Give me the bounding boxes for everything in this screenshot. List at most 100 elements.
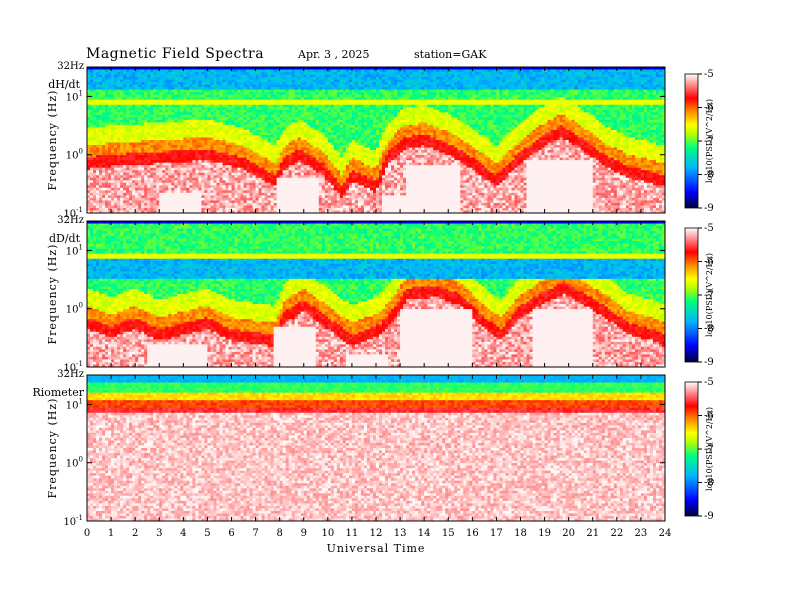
heatmap-cell [150,115,153,118]
heatmap-cell [238,160,241,163]
heatmap-cell [156,95,159,98]
heatmap-cell [168,185,171,188]
heatmap-cell [159,173,162,176]
heatmap-cell [298,115,301,118]
heatmap-cell [156,180,159,183]
heatmap-cell [198,132,201,135]
heatmap-cell [210,72,213,75]
heatmap-cell [168,183,171,186]
heatmap-cell [189,145,192,148]
heatmap-cell [219,140,222,143]
heatmap-cell [138,75,141,78]
heatmap-cell [108,82,111,85]
heatmap-cell [93,100,96,103]
heatmap-cell [253,100,256,103]
heatmap-cell [93,163,96,166]
heatmap-cell [147,115,150,118]
heatmap-cell [96,105,99,108]
heatmap-cell [150,122,153,125]
heatmap-cell [177,145,180,148]
heatmap-cell [216,110,219,113]
heatmap-cell [153,168,156,171]
heatmap-cell [207,90,210,93]
heatmap-cell [301,163,304,166]
heatmap-cell [129,80,132,83]
heatmap-cell [168,72,171,75]
heatmap-cell [286,135,289,138]
heatmap-cell [195,82,198,85]
heatmap-cell [177,87,180,90]
heatmap-cell [235,97,238,100]
heatmap-cell [222,87,225,90]
heatmap-cell [292,175,295,178]
heatmap-cell [277,163,280,166]
heatmap-cell [235,92,238,95]
heatmap-cell [111,190,114,193]
heatmap-cell [235,132,238,135]
heatmap-cell [159,115,162,118]
heatmap-cell [105,170,108,173]
heatmap-cell [235,115,238,118]
heatmap-cell [253,75,256,78]
heatmap-cell [165,173,168,176]
heatmap-cell [256,190,259,193]
heatmap-cell [204,77,207,80]
heatmap-cell [274,80,277,83]
heatmap-cell [111,122,114,125]
heatmap-cell [238,170,241,173]
heatmap-cell [165,130,168,133]
heatmap-cell [87,117,90,120]
heatmap-cell [292,95,295,98]
heatmap-cell [102,70,105,73]
heatmap-cell [280,110,283,113]
heatmap-cell [274,112,277,115]
heatmap-cell [271,82,274,85]
heatmap-cell [219,183,222,186]
heatmap-cell [117,155,120,158]
heatmap-cell [117,203,120,206]
heatmap-cell [201,70,204,73]
heatmap-cell [244,102,247,105]
heatmap-cell [241,72,244,75]
heatmap-cell [256,135,259,138]
heatmap-cell [162,95,165,98]
heatmap-cell [132,115,135,118]
heatmap-cell [126,183,129,186]
heatmap-cell [189,195,192,198]
heatmap-cell [138,102,141,105]
heatmap-cell [129,168,132,171]
heatmap-cell [219,72,222,75]
heatmap-cell [153,95,156,98]
heatmap-cell [93,82,96,85]
heatmap-cell [195,200,198,203]
heatmap-cell [280,158,283,161]
heatmap-cell [96,200,99,203]
heatmap-cell [235,90,238,93]
heatmap-cell [102,120,105,123]
heatmap-cell [298,140,301,143]
heatmap-cell [129,163,132,166]
heatmap-cell [102,193,105,196]
heatmap-cell [189,190,192,193]
heatmap-cell [105,102,108,105]
heatmap-cell [216,107,219,110]
heatmap-cell [195,90,198,93]
heatmap-cell [90,173,93,176]
heatmap-cell [99,168,102,171]
heatmap-cell [147,90,150,93]
heatmap-cell [102,195,105,198]
heatmap-cell [96,117,99,120]
heatmap-cell [171,70,174,73]
heatmap-cell [232,185,235,188]
heatmap-cell [144,87,147,90]
heatmap-cell [219,77,222,80]
heatmap-cell [292,205,295,208]
heatmap-cell [120,70,123,73]
heatmap-cell [117,100,120,103]
heatmap-cell [256,178,259,181]
heatmap-cell [286,165,289,168]
heatmap-cell [268,145,271,148]
heatmap-cell [198,92,201,95]
heatmap-cell [183,180,186,183]
heatmap-cell [228,97,231,100]
